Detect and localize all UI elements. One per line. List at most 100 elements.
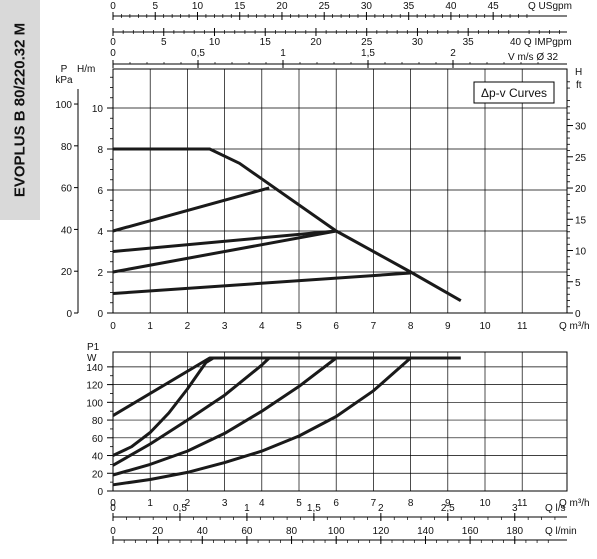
bottom-axis-tick-label: 100	[328, 526, 345, 537]
top-axis-tick-label: 0	[110, 37, 116, 48]
head-y-tick-label: 8	[97, 145, 103, 156]
top-axis-tick-label: 5	[152, 1, 158, 12]
power-y-tick-label: 0	[97, 487, 103, 498]
ft-axis-unit: ft	[576, 80, 582, 91]
kpa-tick-label: 20	[61, 267, 73, 278]
top-axis-tick-label: 45	[488, 1, 500, 12]
head-y-tick-label: 0	[97, 309, 103, 320]
ft-tick-label: 25	[575, 153, 587, 164]
bottom-axis-tick-label: 0	[110, 526, 116, 537]
head-x-tick-label: 0	[110, 321, 116, 332]
top-axis-label-3: V m/s Ø 32	[508, 52, 558, 63]
bottom-axis-label-1: Q l/s	[545, 503, 566, 514]
bottom-axis-tick-label: 160	[462, 526, 479, 537]
head-x-tick-label: 7	[371, 321, 377, 332]
power-x-tick-label: 0	[110, 498, 116, 509]
head-chart-grid	[113, 69, 567, 313]
power-curves	[112, 356, 461, 487]
head-y-axis-label: H/m	[77, 64, 95, 75]
power-x-tick-label: 7	[371, 498, 377, 509]
power-x-tick-label: 3	[222, 498, 228, 509]
top-axis-tick-label: 0	[110, 48, 116, 59]
power-curve-2	[112, 356, 215, 457]
bottom-axis-tick-label: 20	[152, 526, 164, 537]
top-axis-tick-label: 20	[276, 1, 288, 12]
ft-axis-label: H	[575, 67, 582, 78]
power-y-tick-label: 100	[86, 398, 103, 409]
top-axis-tick-label: 0,5	[191, 48, 205, 59]
top-axis-tick-label: 20	[310, 37, 322, 48]
legend-label: Δp-v Curves	[481, 86, 547, 100]
head-y-tick-label: 4	[97, 227, 103, 238]
power-x-tick-label: 4	[259, 498, 265, 509]
head-curve-5	[112, 271, 411, 295]
ft-tick-label: 10	[575, 247, 587, 258]
power-y-axis-unit: W	[87, 353, 97, 364]
power-y-tick-label: 60	[92, 434, 104, 445]
top-axis-tick-label: 1,5	[361, 48, 375, 59]
power-x-tick-label: 1	[147, 498, 153, 509]
bottom-axis-label-2: Q l/min	[545, 526, 577, 537]
bottom-axis-tick-label: 1	[244, 503, 250, 514]
head-chart-frame	[112, 68, 568, 314]
bottom-axis-tick-label: 2	[378, 503, 384, 514]
power-chart: 0 1 2 3 4 5 6 7 8 9 10 11 Q m³/h 0 20 40 60 80 100 120 140 P1…	[86, 342, 589, 509]
power-y-tick-label: 40	[92, 452, 104, 463]
top-axis-tick-label: 5	[161, 37, 167, 48]
power-y-tick-label: 120	[86, 381, 103, 392]
power-y-tick-label: 20	[92, 469, 104, 480]
head-x-tick-label: 8	[408, 321, 414, 332]
head-x-tick-label: 5	[296, 321, 302, 332]
head-x-tick-label: 10	[479, 321, 491, 332]
head-x-tick-label: 6	[333, 321, 339, 332]
power-chart-grid	[113, 352, 567, 491]
bottom-axis-tick-label: 120	[372, 526, 389, 537]
top-axis-tick-label: 10	[209, 37, 221, 48]
top-axis-tick-label: 35	[403, 1, 415, 12]
top-axis-tick-label: 10	[192, 1, 204, 12]
head-chart-axes: 0 1 2 3 4 5 6 7 8 9 10 11 Q m³/h0246810H/m0204060801…	[55, 64, 589, 332]
bottom-axis-tick-label: 0,5	[173, 503, 187, 514]
head-chart: 0 1 2 3 4 5 6 7 8 9 10 11 Q m³/h0246810H/m0204060801…	[55, 64, 589, 332]
head-curve-4	[112, 229, 337, 274]
head-x-tick-label: 4	[259, 321, 265, 332]
bottom-axis-tick-label: 60	[241, 526, 253, 537]
ft-tick-label: 0	[575, 309, 581, 320]
head-curve-2	[112, 186, 270, 233]
head-y-tick-label: 6	[97, 186, 103, 197]
power-y-tick-label: 140	[86, 363, 103, 374]
power-x-tick-label: 2	[185, 498, 191, 509]
side-label-panel: EVOPLUS B 80/220.32 M	[0, 0, 40, 220]
power-curve-1	[112, 356, 461, 417]
bottom-axes: 0 0,5 1 1,5 2 2,5 3 Q l/s 0 20 40 60 80 100 120 140 160 1…	[110, 503, 577, 544]
head-x-axis-label: Q m³/h	[559, 321, 590, 332]
power-x-axis-label: Q m³/h	[559, 498, 590, 509]
bottom-axis-tick-label: 3	[512, 503, 518, 514]
top-axis-tick-label: 1	[280, 48, 286, 59]
power-x-tick-label: 5	[296, 498, 302, 509]
top-axis-tick-label: 30	[361, 1, 373, 12]
head-curve-3	[112, 229, 337, 253]
legend-box: Δp-v Curves	[473, 81, 555, 104]
top-axis-tick-label: 2	[450, 48, 456, 59]
head-y-tick-label: 10	[92, 104, 104, 115]
bottom-axis-tick-label: 2,5	[441, 503, 455, 514]
top-axis-tick-label: 30	[412, 37, 424, 48]
head-x-tick-label: 11	[517, 321, 528, 332]
head-x-tick-label: 1	[147, 321, 153, 332]
kpa-axis-label: P	[61, 64, 68, 75]
kpa-tick-label: 100	[55, 100, 72, 111]
bottom-axis-tick-label: 40	[197, 526, 209, 537]
head-curve-1	[113, 147, 462, 303]
power-x-tick-label: 9	[445, 498, 451, 509]
kpa-tick-label: 80	[61, 142, 73, 153]
power-x-tick-label: 10	[479, 498, 491, 509]
power-curve-4	[112, 356, 338, 477]
head-y-tick-label: 2	[97, 268, 103, 279]
power-chart-axes: 0 1 2 3 4 5 6 7 8 9 10 11 Q m³/h 0 20 40 60 80 100 120 140 P1…	[86, 342, 589, 509]
kpa-tick-label: 0	[66, 309, 72, 320]
power-y-axis-label: P1	[87, 342, 100, 353]
head-x-tick-label: 3	[222, 321, 228, 332]
